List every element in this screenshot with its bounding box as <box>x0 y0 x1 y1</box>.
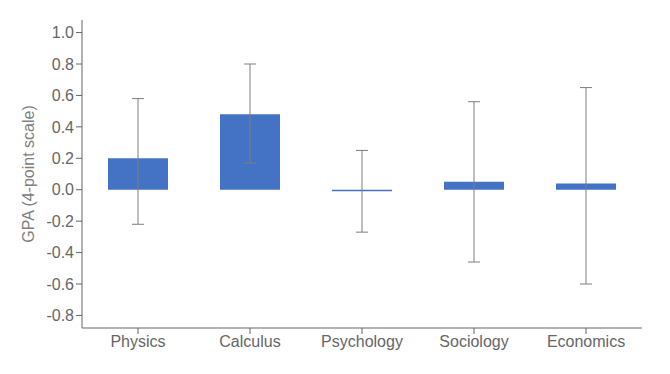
svg-text:0.4: 0.4 <box>52 119 74 136</box>
svg-text:0.8: 0.8 <box>52 56 74 73</box>
svg-text:0.0: 0.0 <box>52 181 74 198</box>
svg-text:0.2: 0.2 <box>52 150 74 167</box>
svg-text:-0.4: -0.4 <box>46 244 74 261</box>
svg-text:-0.8: -0.8 <box>46 307 74 324</box>
svg-text:Psychology: Psychology <box>321 333 403 350</box>
svg-text:Sociology: Sociology <box>439 333 508 350</box>
svg-text:GPA (4-point scale): GPA (4-point scale) <box>20 105 37 243</box>
svg-text:Calculus: Calculus <box>219 333 280 350</box>
svg-text:0.6: 0.6 <box>52 87 74 104</box>
svg-text:-0.2: -0.2 <box>46 213 74 230</box>
svg-text:-0.6: -0.6 <box>46 276 74 293</box>
svg-text:1.0: 1.0 <box>52 24 74 41</box>
svg-text:Physics: Physics <box>110 333 165 350</box>
svg-text:Economics: Economics <box>547 333 625 350</box>
